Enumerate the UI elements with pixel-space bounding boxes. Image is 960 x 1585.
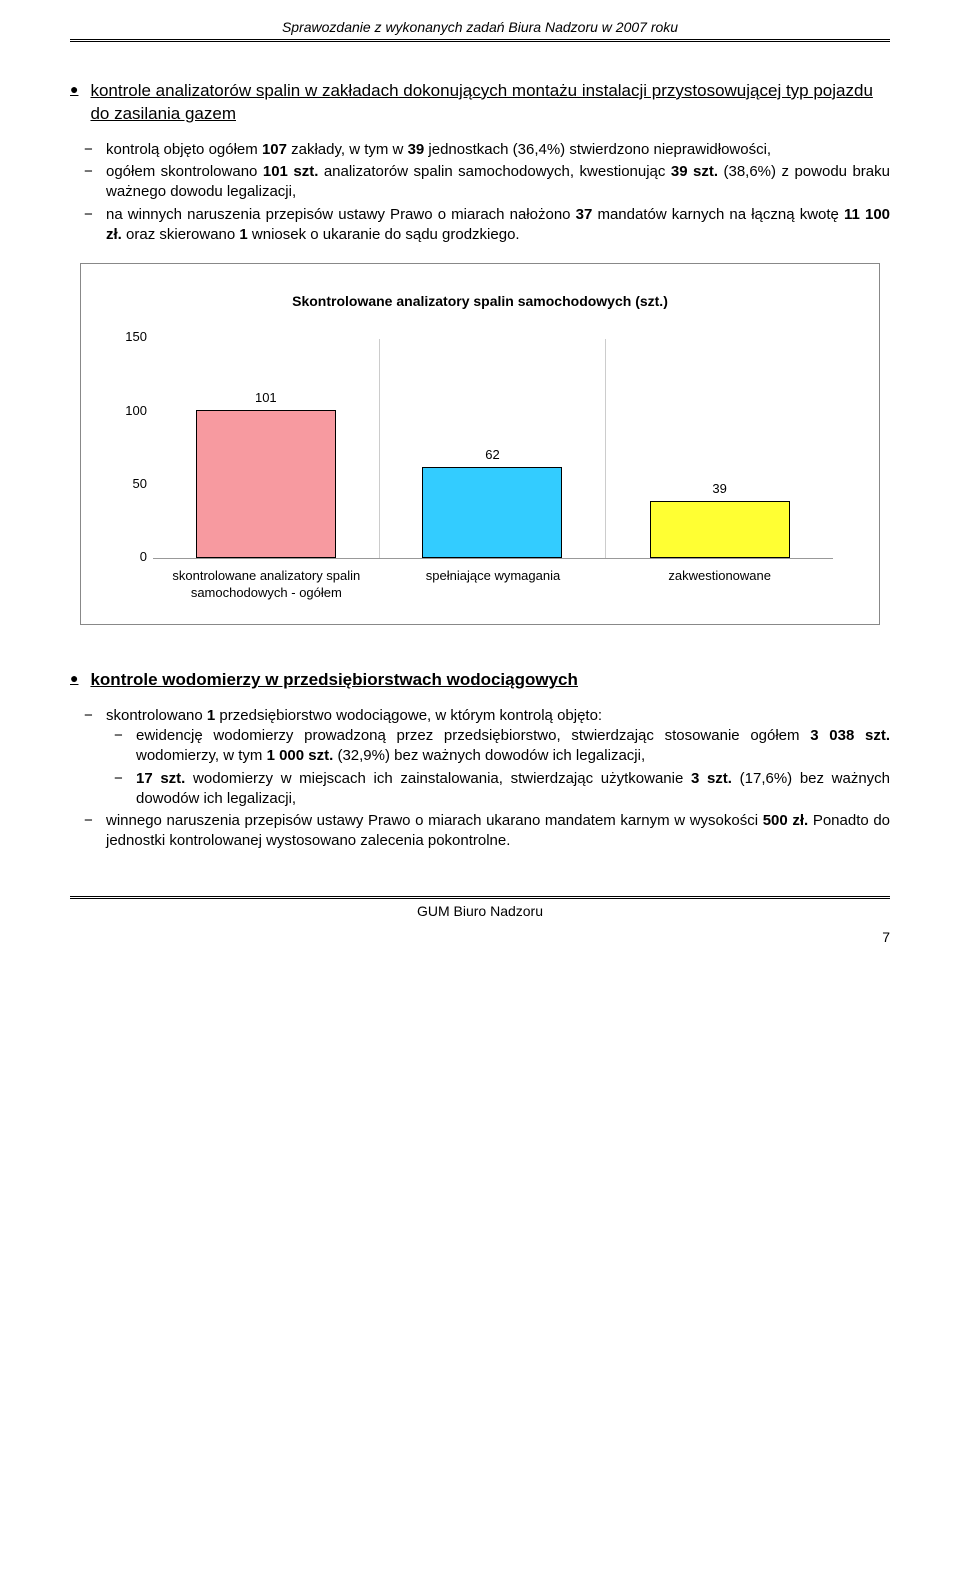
list-item: skontrolowano 1 przedsiębiorstwo wodocią… [106,706,890,809]
list-item: ewidencję wodomierzy prowadzoną przez pr… [136,726,890,767]
section1-title-text: kontrole analizatorów spalin w zakładach… [90,80,890,126]
bullet-icon: ● [70,80,78,100]
x-label: zakwestionowane [606,567,833,602]
section2-title-text: kontrole wodomierzy w przedsiębiorstwach… [90,669,577,692]
page-header: Sprawozdanie z wykonanych zadań Biura Na… [70,0,890,39]
section2-nested-list: ewidencję wodomierzy prowadzoną przez pr… [106,726,890,809]
list-item: winnego naruszenia przepisów ustawy Praw… [106,811,890,852]
section2-list: skontrolowano 1 przedsiębiorstwo wodocią… [70,706,890,852]
chart-bar: 101 [196,410,336,558]
list-item: ogółem skontrolowano 101 szt. analizator… [106,162,890,203]
chart-category: 101 [153,339,380,558]
y-tick: 0 [113,548,147,566]
section2-title: ● kontrole wodomierzy w przedsiębiorstwa… [70,669,890,692]
y-tick: 100 [113,402,147,420]
chart-bar: 39 [650,501,790,558]
y-tick: 150 [113,328,147,346]
bar-value-label: 62 [485,446,499,468]
x-label: spełniające wymagania [380,567,607,602]
list-item: 17 szt. wodomierzy w miejscach ich zains… [136,769,890,810]
header-text: Sprawozdanie z wykonanych zadań Biura Na… [282,19,678,35]
list-item: na winnych naruszenia przepisów ustawy P… [106,205,890,246]
x-label: skontrolowane analizatory spalin samocho… [153,567,380,602]
bar-value-label: 101 [255,389,277,411]
chart-bar: 62 [422,467,562,558]
footer-text: GUM Biuro Nadzoru [70,899,890,924]
chart-category: 39 [606,339,833,558]
list-item: kontrolą objęto ogółem 107 zakłady, w ty… [106,140,890,160]
bullet-icon: ● [70,669,78,689]
header-rule [70,39,890,42]
chart-container: Skontrolowane analizatory spalin samocho… [80,263,880,625]
y-tick: 50 [113,475,147,493]
section1-list: kontrolą objęto ogółem 107 zakłady, w ty… [70,140,890,245]
chart-title: Skontrolowane analizatory spalin samocho… [117,292,843,311]
section1-title: ● kontrole analizatorów spalin w zakłada… [70,80,890,126]
page-number: 7 [70,924,890,947]
chart-plot-area: 0501001501016239 [153,339,833,559]
chart-x-labels: skontrolowane analizatory spalin samocho… [153,567,833,602]
bar-value-label: 39 [712,480,726,502]
chart-category: 62 [380,339,607,558]
